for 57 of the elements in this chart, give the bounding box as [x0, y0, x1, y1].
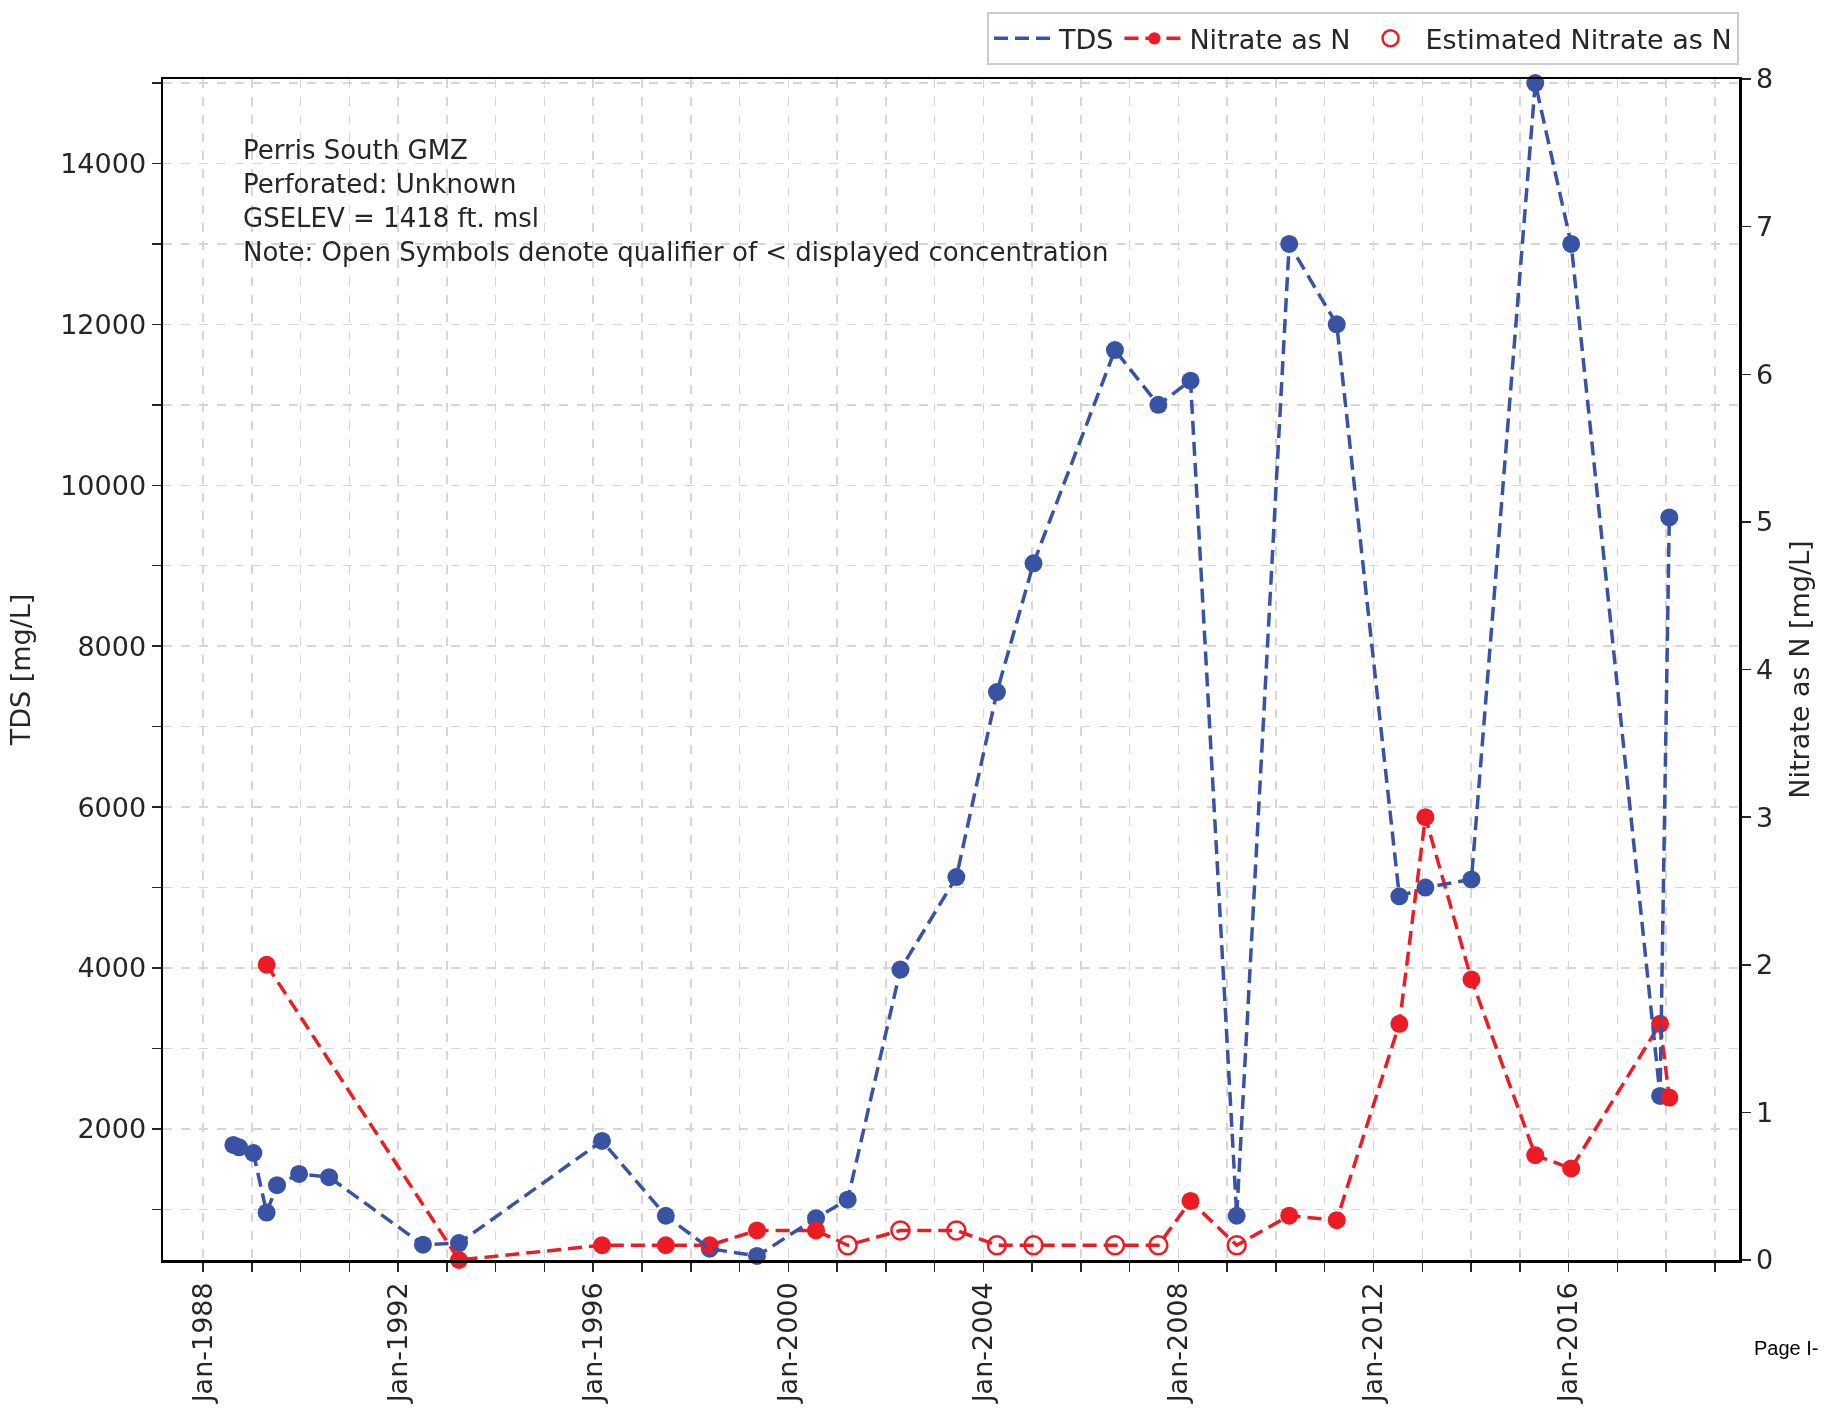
legend-label: Nitrate as N [1189, 23, 1351, 55]
x-tick-label: Jan-2008 [1162, 1282, 1194, 1405]
y2-tick-label: 3 [1755, 801, 1774, 833]
point [986, 1234, 1008, 1256]
point [1181, 1191, 1200, 1210]
point [837, 1234, 858, 1256]
x-tick-label: Jan-2000 [772, 1282, 804, 1405]
y2-tick-label: 2 [1755, 949, 1774, 981]
point [257, 955, 276, 974]
point [1327, 1211, 1346, 1230]
point [1390, 1014, 1409, 1033]
point [1226, 1234, 1247, 1256]
x-tick-label: Jan-1988 [186, 1282, 218, 1405]
point [1660, 508, 1679, 527]
annotation: Note: Open Symbols denote qualifier of < displayed concentration [243, 237, 1109, 267]
y-tick-label: 2000 [77, 1113, 147, 1145]
x-tick-label: Jan-2012 [1357, 1282, 1389, 1405]
point [748, 1221, 766, 1240]
y-tick-label: 4000 [77, 952, 147, 984]
y-tick-label: 14000 [60, 147, 147, 179]
y2-tick-label: 6 [1755, 358, 1774, 390]
point [1104, 1234, 1126, 1256]
y2-tick-label: 4 [1755, 653, 1774, 685]
y2-tick-label: 5 [1755, 506, 1774, 538]
annotation: GSELEV = 1418 ft. msl [243, 203, 540, 233]
x-tick-label: Jan-2016 [1552, 1282, 1584, 1405]
x-tick-label: Jan-2004 [967, 1282, 999, 1405]
y2-tick-label: 7 [1755, 211, 1774, 243]
point [946, 1220, 967, 1241]
y-tick-label: 6000 [77, 791, 147, 823]
point [593, 1236, 611, 1255]
legend-label: TDS [1058, 23, 1114, 55]
y-tick-label: 12000 [60, 308, 147, 340]
annotation: Perforated: Unknown [243, 169, 517, 199]
x-tick-label: Jan-1992 [381, 1282, 413, 1405]
point [1562, 1159, 1581, 1178]
y2-tick-label: 1 [1755, 1096, 1774, 1128]
text: Page I- [1754, 1337, 1819, 1359]
y-tick-label: 10000 [60, 469, 147, 501]
x-tick-label: Jan-1996 [576, 1282, 608, 1405]
point [807, 1221, 826, 1240]
y-axis-title: TDS [mg/L] [4, 593, 36, 747]
annotation: Perris South GMZ [243, 135, 468, 165]
point [1526, 1146, 1545, 1165]
y-tick-label: 8000 [77, 630, 147, 662]
point [656, 1236, 675, 1255]
point [1148, 1234, 1169, 1256]
point [1023, 1234, 1044, 1256]
point [1660, 1088, 1679, 1107]
point [1280, 1206, 1299, 1225]
point [1416, 808, 1435, 827]
legend-label: Estimated Nitrate as N [1425, 23, 1732, 55]
point [890, 1220, 911, 1241]
y2-axis-title: Nitrate as N [mg/L] [1783, 540, 1815, 799]
y2-tick-label: 0 [1755, 1244, 1774, 1276]
point [1462, 970, 1481, 989]
y2-tick-label: 8 [1755, 63, 1774, 95]
